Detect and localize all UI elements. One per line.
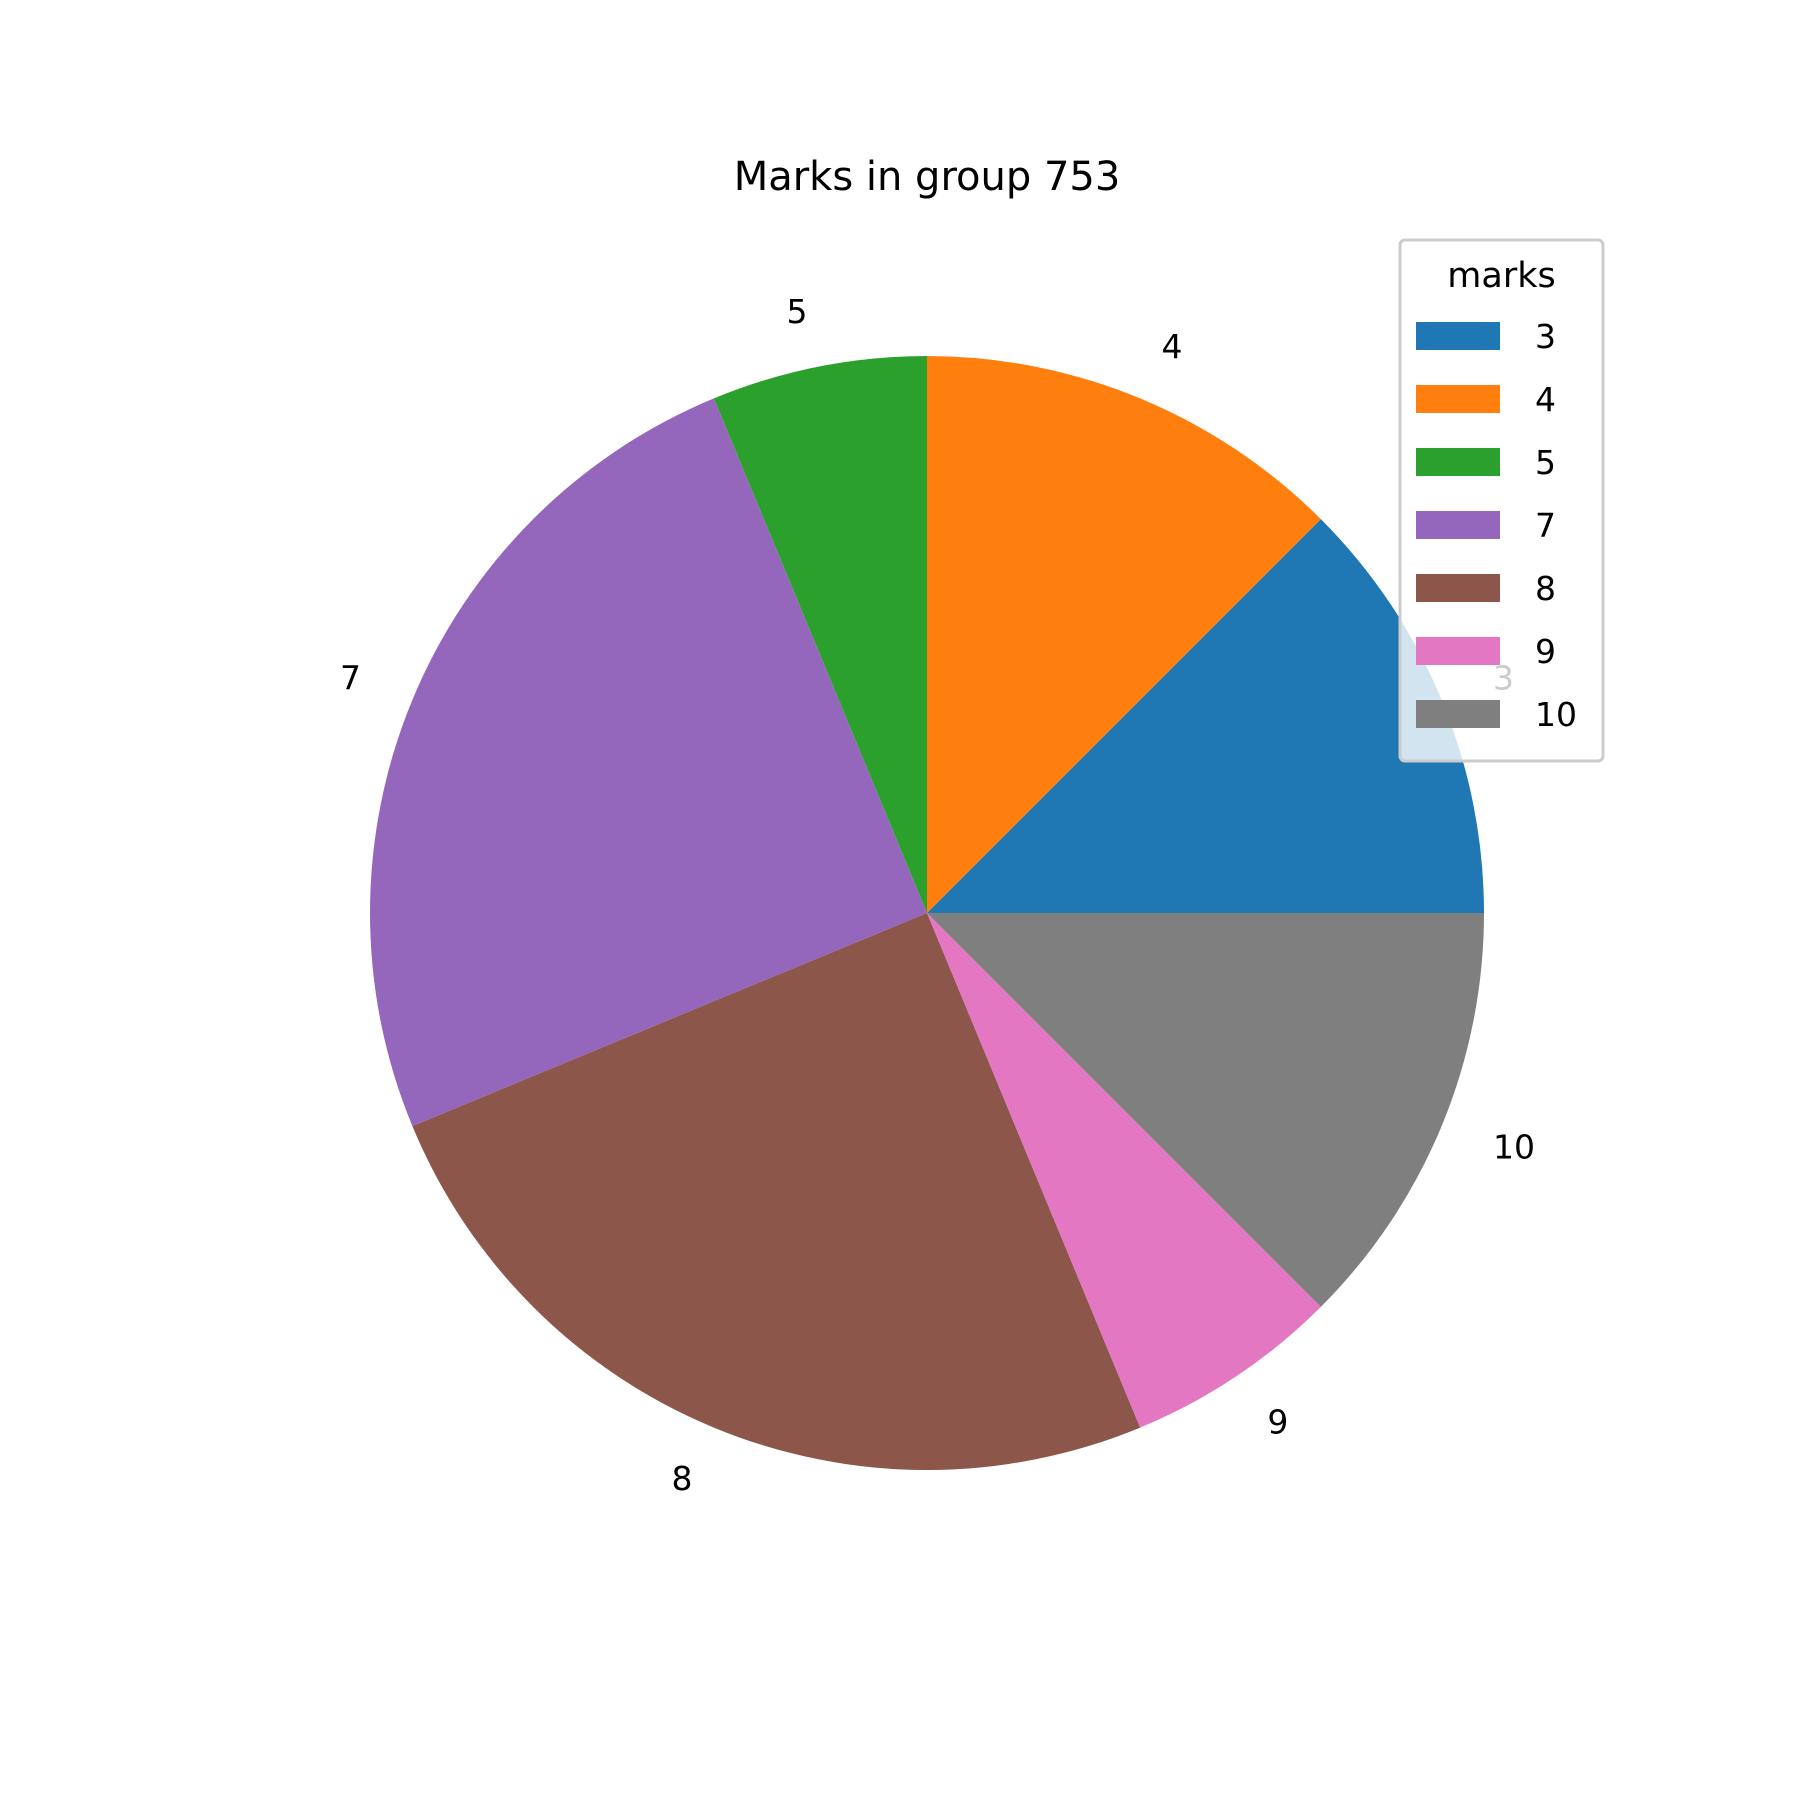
legend-swatch-10 bbox=[1416, 700, 1500, 728]
legend-swatch-3 bbox=[1416, 322, 1500, 350]
slice-label-4: 4 bbox=[1161, 327, 1182, 366]
legend-swatch-8 bbox=[1416, 574, 1500, 602]
pie-slice-7 bbox=[370, 398, 927, 1127]
pie-slices bbox=[370, 356, 1484, 1470]
slice-label-10: 10 bbox=[1493, 1127, 1535, 1166]
pie-slice-10 bbox=[927, 913, 1484, 1307]
legend-frame bbox=[1398, 238, 1605, 763]
legend: marks 3 4 5 7 8 9 10 bbox=[1398, 238, 1605, 763]
legend-items: 3 4 5 7 8 9 10 bbox=[1416, 317, 1577, 734]
legend-swatch-5 bbox=[1416, 448, 1500, 476]
pie-slice-8 bbox=[412, 913, 1141, 1470]
chart-title: Marks in group 753 bbox=[734, 154, 1121, 200]
legend-swatch-9 bbox=[1416, 637, 1500, 665]
slice-label-9: 9 bbox=[1267, 1402, 1288, 1441]
legend-label-7: 7 bbox=[1535, 506, 1556, 545]
legend-label-4: 4 bbox=[1535, 380, 1556, 419]
legend-label-5: 5 bbox=[1535, 443, 1556, 482]
legend-label-10: 10 bbox=[1535, 695, 1577, 734]
legend-title: marks bbox=[1447, 256, 1555, 296]
pie-slice-5 bbox=[713, 356, 927, 913]
legend-swatch-7 bbox=[1416, 511, 1500, 539]
pie-slice-4 bbox=[927, 356, 1321, 913]
legend-label-3: 3 bbox=[1535, 317, 1556, 356]
slice-label-8: 8 bbox=[672, 1459, 693, 1498]
slice-label-5: 5 bbox=[786, 292, 807, 331]
legend-label-9: 9 bbox=[1535, 632, 1556, 671]
legend-swatch-4 bbox=[1416, 385, 1500, 413]
slice-label-7: 7 bbox=[340, 659, 361, 698]
pie-slice-3 bbox=[927, 519, 1484, 913]
pie-slice-9 bbox=[927, 913, 1321, 1428]
legend-label-8: 8 bbox=[1535, 569, 1556, 608]
